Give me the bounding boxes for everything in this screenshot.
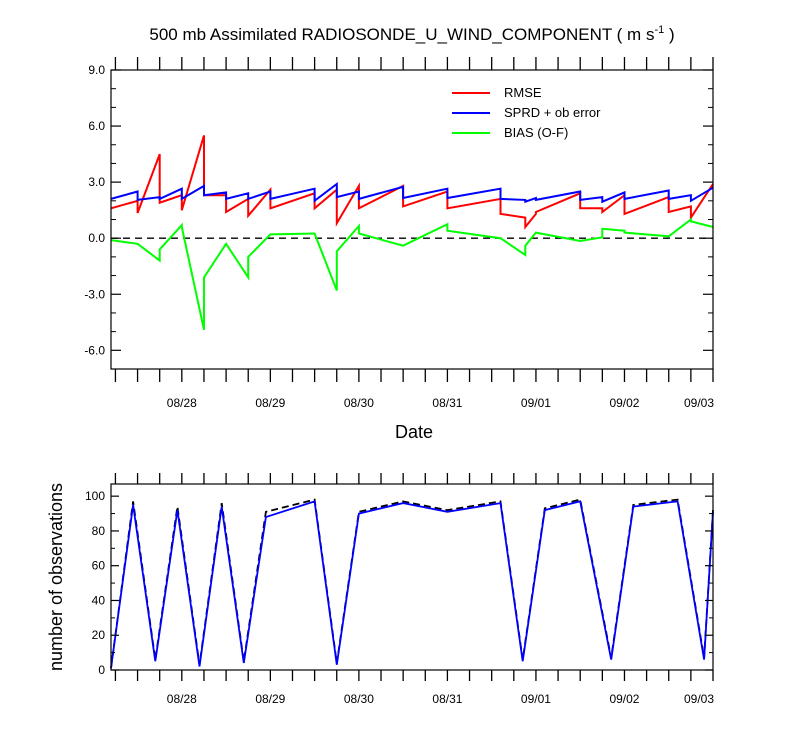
x-tick-label: 09/02 (609, 692, 639, 706)
x-tick-label: 08/31 (432, 396, 462, 410)
y-tick-label: 20 (92, 628, 106, 642)
x-tick-label: 08/30 (344, 692, 374, 706)
legend-label: BIAS (O-F) (504, 125, 568, 140)
x-tick-label: 08/29 (255, 396, 285, 410)
series-line-bias-o-f (110, 217, 714, 331)
y-tick-label: 80 (92, 524, 106, 538)
bottom-ticks-group: 0 20 40 60 80 100 08/28 08/29 08/30 08/31 09/01 09/… (85, 473, 714, 706)
x-tick-label: 09/02 (609, 396, 639, 410)
y-tick-label: 0 (98, 663, 105, 677)
legend-label: SPRD + ob error (504, 105, 601, 120)
chart-title: 500 mb Assimilated RADIOSONDE_U_WIND_COM… (149, 24, 674, 44)
top-x-axis-label: Date (395, 422, 433, 442)
x-tick-label: 08/29 (255, 692, 285, 706)
y-tick-label: 3.0 (88, 175, 105, 189)
chart-title-main: 500 mb Assimilated RADIOSONDE_U_WIND_COM… (149, 25, 654, 44)
x-tick-label: 08/28 (167, 396, 197, 410)
y-tick-label: 60 (92, 559, 106, 573)
series-line-rmse (110, 135, 714, 230)
x-tick-label: 08/31 (432, 692, 462, 706)
x-tick-label: 09/01 (521, 692, 551, 706)
x-tick-label: 09/03 (684, 396, 714, 410)
y-tick-label: 100 (85, 489, 105, 503)
x-tick-label: 08/28 (167, 692, 197, 706)
top-panel: 9.0 6.0 3.0 0.0 -3.0 -6.0 08/28 08/29 08/30 08/31… (84, 57, 714, 442)
x-tick-label: 08/30 (344, 396, 374, 410)
x-tick-label: 09/03 (684, 692, 714, 706)
y-tick-label: -3.0 (84, 287, 105, 301)
x-tick-label: 09/01 (521, 396, 551, 410)
y-tick-label: 9.0 (88, 63, 105, 77)
bottom-panel: 0 20 40 60 80 100 08/28 08/29 08/30 08/31 09/01 09/… (46, 473, 714, 706)
y-tick-label: 40 (92, 593, 106, 607)
top-ticks-group: 9.0 6.0 3.0 0.0 -3.0 -6.0 08/28 08/29 08/30 08/31… (84, 57, 714, 410)
top-series-group (110, 135, 714, 331)
bottom-series-group (110, 498, 714, 669)
bottom-y-axis-label: number of observations (46, 483, 66, 671)
bottom-plot-frame (110, 483, 714, 671)
y-tick-label: 0.0 (88, 231, 105, 245)
series-line-sprd-ob-error (110, 181, 714, 204)
y-tick-label: 6.0 (88, 119, 105, 133)
chart-title-end: ) (664, 25, 674, 44)
top-plot-frame (110, 69, 714, 370)
obs-series-solid (110, 500, 714, 669)
legend-label: RMSE (504, 85, 542, 100)
chart-title-superscript: -1 (654, 24, 664, 36)
top-legend: RMSE SPRD + ob error BIAS (O-F) (452, 85, 601, 140)
y-tick-label: -6.0 (84, 343, 105, 357)
